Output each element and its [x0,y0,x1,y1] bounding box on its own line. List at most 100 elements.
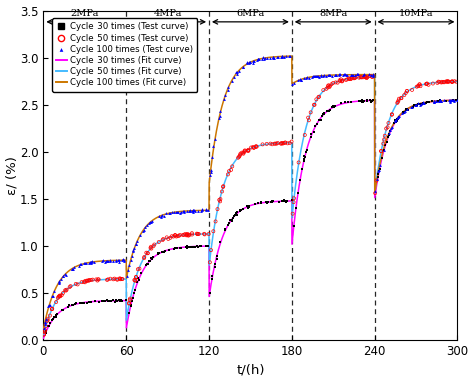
Point [279,53,286,59]
Point [114,277,121,283]
Point [326,108,333,114]
Point [360,98,368,104]
Point [46,302,54,308]
Point [206,259,214,265]
Point [337,71,344,77]
Point [327,107,334,113]
Point [44,318,51,324]
Point [141,224,149,230]
Point [85,277,92,283]
Point [82,278,89,284]
Point [180,232,188,238]
Point [132,274,140,280]
Point [126,297,134,303]
Point [376,166,383,172]
Point [204,243,212,249]
Point [275,199,283,205]
Point [376,162,384,168]
Point [452,97,460,103]
Point [268,141,276,147]
Point [319,111,327,117]
Point [331,72,338,78]
Point [194,244,201,250]
Point [143,261,150,267]
Point [176,210,184,216]
Point [130,290,137,296]
Point [278,198,285,204]
Point [453,97,461,104]
Point [311,102,319,108]
Point [50,288,58,295]
Point [417,102,425,108]
Point [92,276,100,282]
Point [151,241,158,248]
Point [103,258,110,264]
Text: 8MPa: 8MPa [319,9,347,18]
Point [49,293,56,299]
Point [440,79,448,85]
Point [403,88,411,94]
Point [419,100,426,106]
Point [288,197,295,204]
Point [42,316,49,322]
Point [77,299,84,306]
Point [132,287,139,293]
Point [305,117,313,123]
Point [374,174,382,180]
Point [73,300,80,306]
Point [254,200,261,206]
Point [146,258,153,264]
Point [228,78,236,84]
Point [397,95,405,101]
Point [155,239,163,245]
Point [183,245,191,251]
Point [166,235,174,241]
Point [70,302,77,308]
Point [359,99,366,105]
Point [390,120,398,126]
Point [125,310,133,316]
Point [59,290,67,296]
Point [443,79,450,85]
Point [403,106,410,112]
Point [282,139,289,146]
Point [228,217,236,223]
Point [330,104,338,110]
Point [318,73,325,79]
Point [315,94,323,100]
Point [346,75,353,81]
Point [340,71,347,77]
Point [58,292,65,298]
Point [252,143,260,149]
Point [154,251,162,257]
Point [392,119,400,125]
Point [213,253,220,259]
Point [383,126,390,132]
Point [225,220,232,227]
Point [257,199,264,206]
Point [391,117,399,123]
Point [440,97,448,103]
Point [294,189,302,196]
Point [354,71,361,77]
Point [253,144,261,150]
Point [395,97,402,104]
Point [234,71,241,77]
Point [132,241,140,248]
Point [263,199,271,206]
Point [347,72,355,78]
Point [319,113,326,119]
Point [250,145,258,151]
Point [434,80,441,86]
Point [165,247,173,253]
Point [236,153,243,159]
Point [116,257,123,263]
Point [187,244,194,250]
Point [392,117,399,123]
Point [395,113,403,119]
Point [86,299,93,305]
Point [209,154,216,160]
Point [360,71,368,77]
Point [76,261,84,267]
Point [346,76,354,82]
